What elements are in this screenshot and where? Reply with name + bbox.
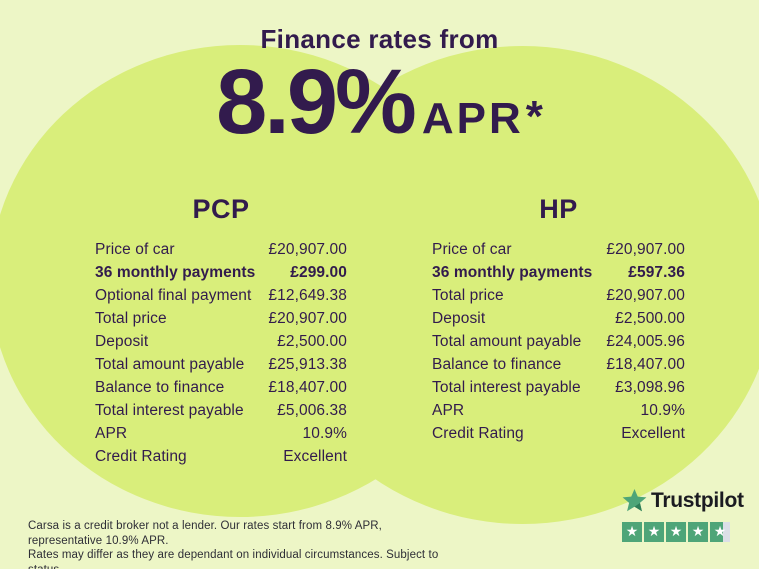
banner-title: Finance rates from [260,24,499,54]
row-value: Excellent [621,424,685,442]
trustpilot-logo: Trustpilot [621,487,746,514]
pcp-table-title: PCP [192,194,250,224]
legal-disclaimer: Carsa is a credit broker not a lender. O… [28,519,448,569]
row-label: Total price [432,286,504,304]
row-value: 10.9% [640,401,685,419]
table-row: Total interest payable £5,006.38 [95,399,347,422]
row-value: £18,407.00 [268,378,347,396]
table-row: Total amount payable £25,913.38 [95,353,347,376]
table-row: Total price £20,907.00 [95,307,347,330]
table-row: Credit Rating Excellent [432,422,685,445]
table-row: 36 monthly payments £597.36 [432,261,685,284]
rating-star-icon: ★ [644,522,664,542]
pcp-finance-table: PCP Price of car £20,907.00 36 monthly p… [95,194,347,468]
green-circle-right [270,46,759,524]
table-row: Total amount payable £24,005.96 [432,330,685,353]
row-value: £20,907.00 [268,240,347,258]
row-value: £20,907.00 [606,240,685,258]
rating-star-icon: ★ [622,522,642,542]
row-label: Total amount payable [432,332,582,350]
rate-asterisk: * [525,92,543,141]
trustpilot-star-icon [622,489,647,512]
table-row: Optional final payment £12,649.38 [95,284,347,307]
row-label: Total price [95,309,167,327]
row-value: £12,649.38 [268,286,347,304]
row-label: Deposit [95,332,149,350]
row-label: Optional final payment [95,286,252,304]
row-label: Total interest payable [432,378,581,396]
disclaimer-line-2: Rates may differ as they are dependant o… [28,549,439,569]
row-value: £2,500.00 [615,309,685,327]
row-label: 36 monthly payments [95,263,256,281]
hp-table-title: HP [539,194,578,224]
table-row: Total price £20,907.00 [432,284,685,307]
table-row: 36 monthly payments £299.00 [95,261,347,284]
row-label: Credit Rating [432,424,524,442]
row-label: APR [432,401,465,419]
row-value: £24,005.96 [606,332,685,350]
rating-star-partial-icon: ★ [710,522,730,542]
table-row: Deposit £2,500.00 [95,330,347,353]
trustpilot-wordmark: Trustpilot [651,488,744,512]
rate-apr-label: APR [421,94,524,143]
table-row: Total interest payable £3,098.96 [432,376,685,399]
hp-finance-table: HP Price of car £20,907.00 36 monthly pa… [432,194,685,445]
row-value: £20,907.00 [606,286,685,304]
trustpilot-rating-stars: ★ ★ ★ ★ ★ [622,522,746,542]
row-label: 36 monthly payments [432,263,593,281]
table-row: APR 10.9% [95,422,347,445]
row-value: £5,006.38 [277,401,347,419]
row-label: Deposit [432,309,486,327]
row-label: Total interest payable [95,401,244,419]
row-value: £2,500.00 [277,332,347,350]
row-value: £20,907.00 [268,309,347,327]
rating-star-icon: ★ [666,522,686,542]
trustpilot-badge: Trustpilot ★ ★ ★ ★ ★ [621,487,746,542]
row-value: £299.00 [290,263,347,281]
row-label: Credit Rating [95,447,187,465]
table-row: Credit Rating Excellent [95,445,347,468]
table-row: Balance to finance £18,407.00 [432,353,685,376]
rate-value: 8.9% [216,51,417,153]
row-value: £25,913.38 [268,355,347,373]
row-label: Balance to finance [432,355,562,373]
row-value: 10.9% [302,424,347,442]
row-label: Total amount payable [95,355,245,373]
row-label: Price of car [432,240,512,258]
table-row: Deposit £2,500.00 [432,307,685,330]
row-label: Price of car [95,240,175,258]
headline-rate: 8.9% APR * [0,56,759,148]
disclaimer-line-1: Carsa is a credit broker not a lender. O… [28,520,382,547]
row-label: APR [95,424,128,442]
rating-star-icon: ★ [688,522,708,542]
row-value: Excellent [283,447,347,465]
row-value: £597.36 [628,263,685,281]
table-row: Price of car £20,907.00 [432,238,685,261]
table-row: Price of car £20,907.00 [95,238,347,261]
table-row: Balance to finance £18,407.00 [95,376,347,399]
row-value: £3,098.96 [615,378,685,396]
row-value: £18,407.00 [606,355,685,373]
row-label: Balance to finance [95,378,225,396]
table-row: APR 10.9% [432,399,685,422]
